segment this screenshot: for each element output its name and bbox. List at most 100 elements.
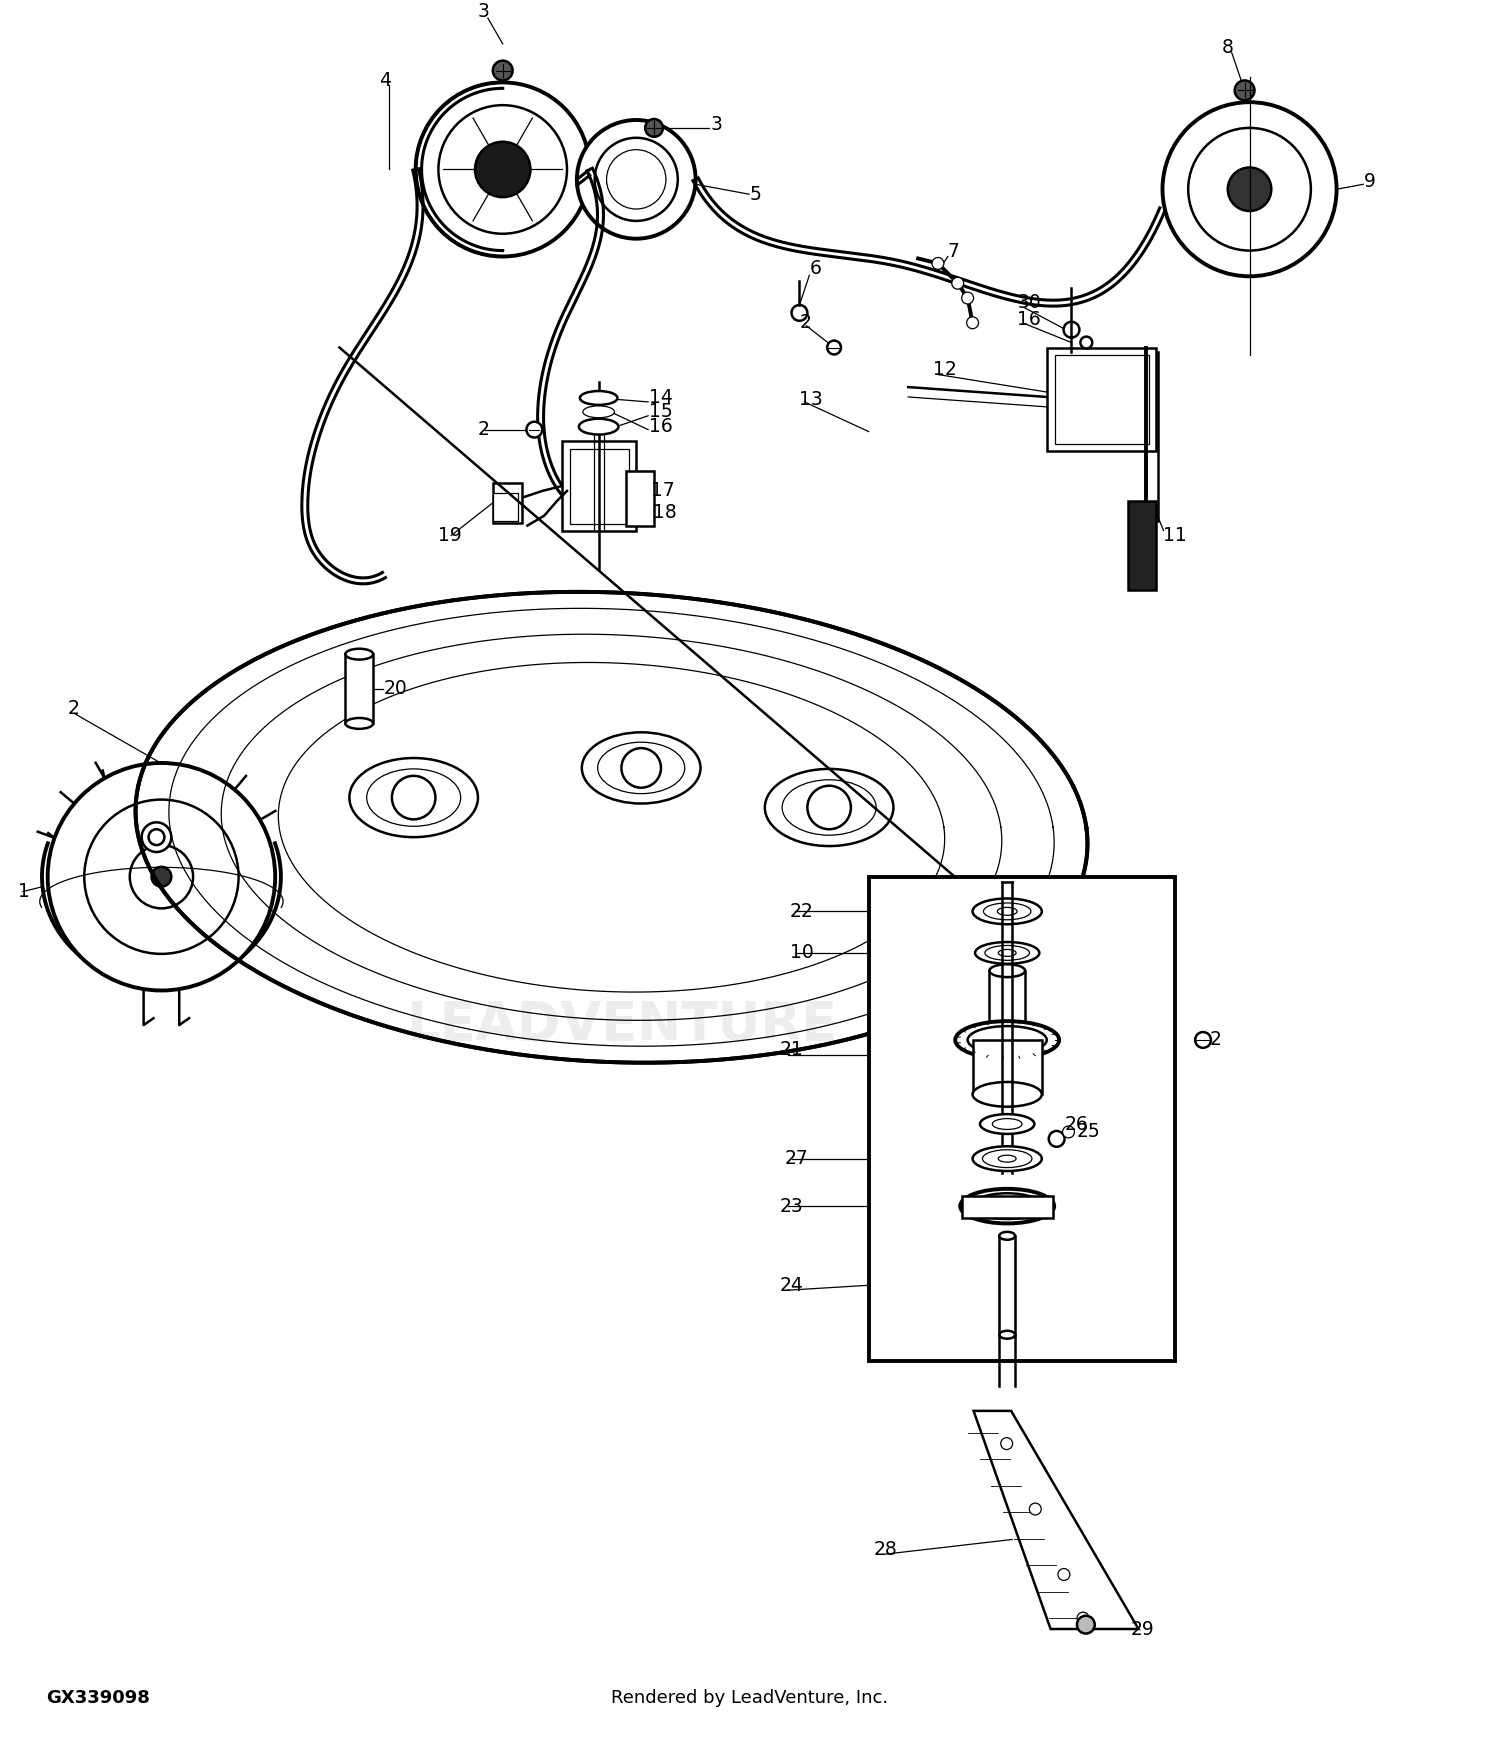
- Circle shape: [1058, 1568, 1070, 1580]
- Text: 4: 4: [380, 72, 392, 89]
- Circle shape: [494, 61, 513, 80]
- Text: 29: 29: [1131, 1620, 1155, 1640]
- Ellipse shape: [972, 898, 1042, 924]
- Text: 12: 12: [933, 360, 957, 378]
- Circle shape: [578, 121, 696, 238]
- Text: 2: 2: [478, 420, 490, 439]
- Ellipse shape: [980, 1115, 1035, 1134]
- Text: 11: 11: [1164, 527, 1186, 544]
- Ellipse shape: [350, 758, 478, 836]
- Text: 27: 27: [784, 1150, 808, 1169]
- Circle shape: [1228, 168, 1272, 212]
- Bar: [1047, 348, 1155, 452]
- Ellipse shape: [999, 1232, 1016, 1239]
- Text: 16: 16: [650, 416, 674, 436]
- Text: Rendered by LeadVenture, Inc.: Rendered by LeadVenture, Inc.: [612, 1689, 888, 1706]
- Ellipse shape: [765, 768, 894, 845]
- Ellipse shape: [990, 1029, 1024, 1041]
- Bar: [868, 877, 1176, 1362]
- Circle shape: [152, 866, 171, 887]
- Ellipse shape: [597, 742, 684, 794]
- Circle shape: [1062, 1125, 1074, 1138]
- Text: 5: 5: [750, 186, 762, 203]
- Circle shape: [606, 150, 666, 208]
- Circle shape: [966, 317, 978, 329]
- Ellipse shape: [999, 950, 1016, 956]
- Text: 3: 3: [711, 116, 723, 135]
- Circle shape: [1077, 1612, 1089, 1624]
- Polygon shape: [974, 1410, 1138, 1629]
- Circle shape: [621, 749, 662, 788]
- Ellipse shape: [972, 1082, 1042, 1106]
- Ellipse shape: [782, 780, 876, 835]
- Circle shape: [1048, 1130, 1065, 1146]
- Circle shape: [1000, 1438, 1012, 1449]
- Circle shape: [392, 775, 435, 819]
- Bar: [1128, 500, 1155, 590]
- Ellipse shape: [999, 1155, 1016, 1162]
- Text: 18: 18: [652, 504, 676, 522]
- Text: 10: 10: [789, 943, 813, 963]
- Circle shape: [526, 422, 543, 438]
- Circle shape: [594, 138, 678, 220]
- Circle shape: [962, 292, 974, 304]
- Text: 24: 24: [780, 1276, 804, 1295]
- Circle shape: [1029, 1503, 1041, 1516]
- Circle shape: [1077, 1615, 1095, 1633]
- Circle shape: [645, 119, 663, 136]
- Circle shape: [792, 304, 807, 320]
- Text: 23: 23: [780, 1197, 804, 1216]
- Text: 2: 2: [1210, 1031, 1222, 1050]
- Text: 6: 6: [810, 259, 820, 278]
- Bar: [562, 441, 636, 530]
- Text: 30: 30: [1017, 294, 1041, 313]
- Ellipse shape: [984, 903, 1030, 920]
- Bar: [962, 1197, 1053, 1218]
- Bar: [999, 1236, 1016, 1335]
- Bar: [494, 483, 522, 523]
- Circle shape: [148, 830, 165, 845]
- Circle shape: [1162, 102, 1336, 276]
- Text: 2: 2: [800, 313, 812, 332]
- Ellipse shape: [972, 1194, 1042, 1220]
- Ellipse shape: [582, 732, 700, 803]
- Circle shape: [1064, 322, 1080, 338]
- Text: 26: 26: [1065, 1115, 1089, 1134]
- Ellipse shape: [579, 418, 618, 434]
- Text: 7: 7: [948, 242, 960, 261]
- Ellipse shape: [972, 1146, 1042, 1171]
- Text: 21: 21: [780, 1040, 804, 1059]
- Circle shape: [1188, 128, 1311, 250]
- Ellipse shape: [999, 1330, 1016, 1339]
- Bar: [570, 450, 630, 523]
- Text: 2: 2: [68, 698, 80, 717]
- Circle shape: [416, 82, 590, 257]
- Circle shape: [476, 142, 531, 198]
- Circle shape: [807, 786, 850, 830]
- Text: 3: 3: [478, 2, 490, 21]
- Circle shape: [48, 763, 274, 990]
- Text: 9: 9: [1365, 172, 1376, 191]
- Text: 14: 14: [650, 388, 674, 408]
- Bar: [627, 471, 654, 525]
- Text: 28: 28: [873, 1540, 897, 1559]
- Ellipse shape: [996, 1202, 1018, 1211]
- Text: 20: 20: [384, 679, 408, 698]
- Text: 17: 17: [651, 481, 675, 500]
- Ellipse shape: [960, 1188, 1054, 1223]
- Circle shape: [1080, 336, 1092, 348]
- Ellipse shape: [580, 390, 618, 404]
- Ellipse shape: [584, 406, 615, 418]
- Circle shape: [84, 800, 238, 954]
- Circle shape: [952, 276, 963, 289]
- Ellipse shape: [956, 1022, 1059, 1059]
- Circle shape: [618, 161, 654, 198]
- Ellipse shape: [990, 964, 1024, 977]
- Ellipse shape: [993, 1118, 1022, 1129]
- Circle shape: [130, 845, 194, 908]
- Circle shape: [932, 257, 944, 270]
- Bar: [990, 971, 1024, 1034]
- Text: 8: 8: [1222, 38, 1233, 58]
- Circle shape: [1234, 80, 1254, 100]
- Bar: [494, 493, 517, 520]
